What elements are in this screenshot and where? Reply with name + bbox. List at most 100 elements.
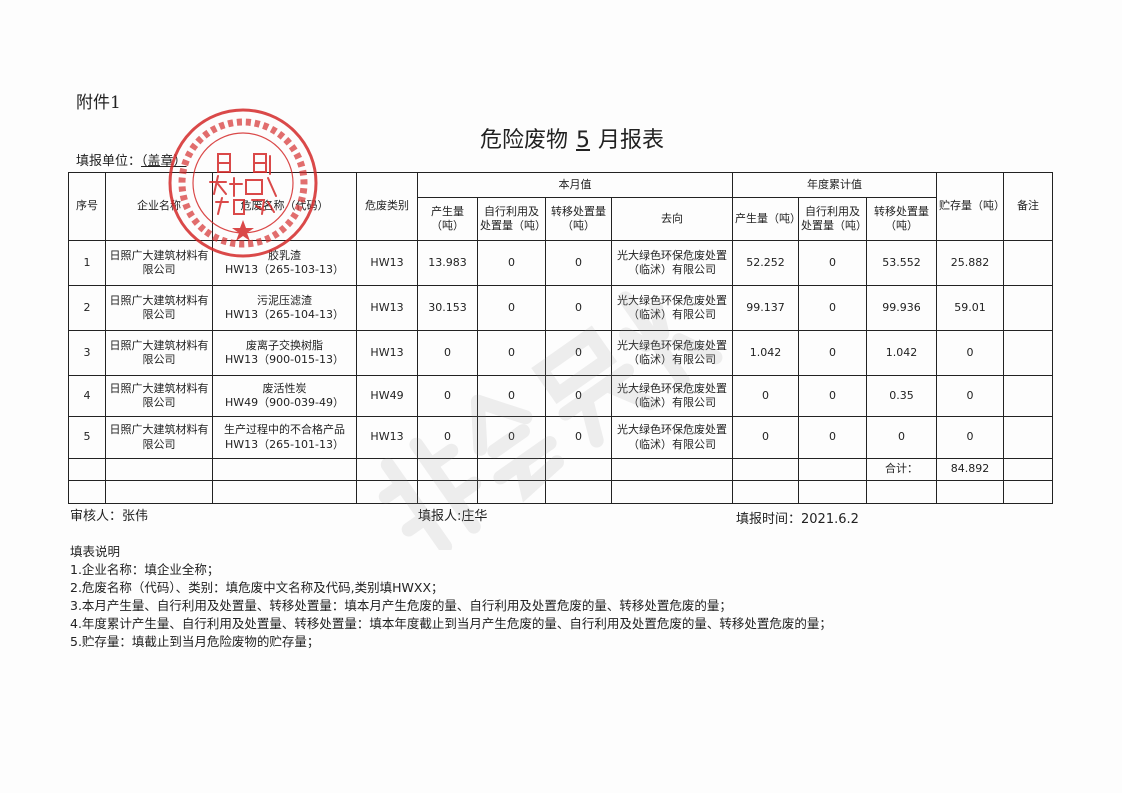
- m_self-text: 0: [508, 388, 515, 402]
- waste-name-cell: 污泥压滤渣 HW13（265-104-13）: [212, 285, 357, 331]
- storage-text: 0: [966, 388, 974, 402]
- name-text: 废离子交换树脂: [246, 338, 323, 352]
- y_trans-text: 53.552: [882, 255, 921, 269]
- seq-text: 2: [83, 300, 91, 314]
- header-year-group: 年度累计值: [732, 172, 937, 198]
- month-produced-cell: 13.983: [417, 240, 478, 286]
- instruction-item: 5.贮存量：填截止到当月危险废物的贮存量；: [70, 634, 320, 649]
- table-row: 2 日照广大建筑材料有限公司 污泥压滤渣 HW13（265-104-13） HW13 30…: [68, 285, 1053, 331]
- month-produced-cell: 30.153: [417, 285, 478, 331]
- name-text: 生产过程中的不合格产品: [224, 423, 345, 437]
- unit-value: （盖章）: [141, 154, 187, 169]
- m_self-text: 0: [508, 345, 515, 359]
- year-self-use-cell: 0: [798, 330, 867, 376]
- destination-cell: 光大绿色环保危废处置（临沭）有限公司: [611, 285, 733, 331]
- remark-cell: [1003, 416, 1053, 459]
- y_self-text: 0: [829, 430, 836, 444]
- header-waste-name: 危废名称（代码）: [212, 172, 357, 241]
- seq-text: 1: [83, 255, 91, 269]
- instruction-item: 2.危废名称（代码）、类别：填危废中文名称及代码,类别填HWXX；: [70, 580, 444, 595]
- month-self-use-cell: 0: [477, 285, 546, 331]
- category-cell: HW13: [356, 330, 418, 376]
- m_self-text: 0: [508, 300, 515, 314]
- seq-text: 3: [83, 345, 91, 359]
- year-self-use-cell: 0: [798, 240, 867, 286]
- year-transfer-cell: 99.936: [866, 285, 937, 331]
- year-produced-cell: 0: [732, 416, 799, 459]
- remark-cell: [1003, 240, 1053, 286]
- year-self-use-cell: 0: [798, 416, 867, 459]
- category-cell: HW13: [356, 240, 418, 286]
- y_trans-text: 1.042: [885, 345, 918, 359]
- y_self-text: 0: [829, 388, 836, 402]
- title-suffix: 月报表: [598, 128, 665, 153]
- report-date: 填报时间：2021.6.2: [736, 512, 859, 527]
- code-text: HW13（265-104-13）: [224, 308, 345, 321]
- company-text: 日照广大建筑材料有限公司: [109, 293, 209, 321]
- month-self-use-cell: 0: [477, 240, 546, 286]
- header-year-self-use: 自行利用及处置量（吨）: [798, 197, 867, 241]
- dest-text: 光大绿色环保危废处置（临沭）有限公司: [617, 248, 727, 276]
- instructions: 填表说明 1.企业名称：填企业全称； 2.危废名称（代码）、类别：填危废中文名称…: [70, 543, 832, 651]
- m_self-text: 0: [508, 255, 515, 269]
- category-cell: HW49: [356, 375, 418, 417]
- report-table: 序号 企业名称 危废名称（代码） 危废类别 本月值 年度累计值 贮存量（吨） 备…: [68, 172, 1053, 504]
- m_trans-text: 0: [575, 388, 582, 402]
- instructions-title: 填表说明: [70, 544, 121, 559]
- seq-text: 4: [83, 388, 91, 402]
- year-transfer-cell: 0.35: [866, 375, 937, 417]
- category-cell: HW13: [356, 285, 418, 331]
- month-produced-cell: 0: [417, 416, 478, 459]
- storage-cell: 0: [936, 375, 1004, 417]
- company-cell: 日照广大建筑材料有限公司: [105, 375, 213, 417]
- company-text: 日照广大建筑材料有限公司: [109, 338, 209, 366]
- category-cell: HW13: [356, 416, 418, 459]
- dest-text: 光大绿色环保危废处置（临沭）有限公司: [617, 423, 727, 451]
- code-text: HW13（265-103-13）: [224, 263, 345, 276]
- instruction-item: 1.企业名称：填企业全称；: [70, 562, 220, 577]
- name-text: 废活性炭: [262, 381, 307, 395]
- attachment-label: 附件1: [76, 93, 121, 113]
- name-text: 胶乳渣: [268, 248, 301, 262]
- company-cell: 日照广大建筑材料有限公司: [105, 416, 213, 459]
- month-transfer-cell: 0: [545, 330, 612, 376]
- remark-cell: [1003, 375, 1053, 417]
- month-transfer-cell: 0: [545, 375, 612, 417]
- instruction-item: 3.本月产生量、自行利用及处置量、转移处置量：填本月产生危废的量、自行利用及处置…: [70, 598, 732, 613]
- m_trans-text: 0: [575, 430, 582, 444]
- m_trans-text: 0: [575, 255, 582, 269]
- storage-text: 59.01: [954, 300, 986, 314]
- total-label: 合计：: [866, 458, 937, 481]
- y_self-text: 0: [829, 345, 836, 359]
- destination-cell: 光大绿色环保危废处置（临沭）有限公司: [611, 330, 733, 376]
- storage-cell: 25.882: [936, 240, 1004, 286]
- year-self-use-cell: 0: [798, 375, 867, 417]
- cat-text: HW49: [370, 388, 404, 402]
- y_trans-text: 0: [898, 430, 905, 444]
- waste-name-cell: 生产过程中的不合格产品 HW13（265-101-13）: [212, 416, 357, 459]
- destination-cell: 光大绿色环保危废处置（临沭）有限公司: [611, 375, 733, 417]
- storage-cell: 59.01: [936, 285, 1004, 331]
- month-self-use-cell: 0: [477, 375, 546, 417]
- seq-cell: 5: [68, 416, 106, 459]
- y_self-text: 0: [829, 255, 836, 269]
- storage-cell: 0: [936, 416, 1004, 459]
- month-self-use-cell: 0: [477, 330, 546, 376]
- remark-cell: [1003, 285, 1053, 331]
- m_prod-text: 0: [444, 345, 451, 359]
- storage-text: 0: [966, 345, 974, 359]
- storage-text: 25.882: [950, 255, 990, 269]
- seq-text: 5: [83, 430, 91, 444]
- y_self-text: 0: [829, 300, 836, 314]
- y_prod-text: 0: [762, 388, 769, 402]
- header-month-group: 本月值: [417, 172, 733, 198]
- page-title: 危险废物 5 月报表: [480, 122, 664, 154]
- reviewer: 审核人：张伟: [70, 509, 149, 524]
- table-row: 3 日照广大建筑材料有限公司 废离子交换树脂 HW13（900-015-13） HW13…: [68, 330, 1053, 376]
- unit-label: 填报单位：: [76, 154, 142, 169]
- header-month-transfer: 转移处置量（吨）: [545, 197, 612, 241]
- header-month-self-use: 自行利用及处置量（吨）: [477, 197, 546, 241]
- y_trans-text: 0.35: [889, 388, 914, 402]
- title-month: 5: [576, 128, 591, 153]
- table-row: 1 日照广大建筑材料有限公司 胶乳渣 HW13（265-103-13） HW13 13.9…: [68, 240, 1053, 286]
